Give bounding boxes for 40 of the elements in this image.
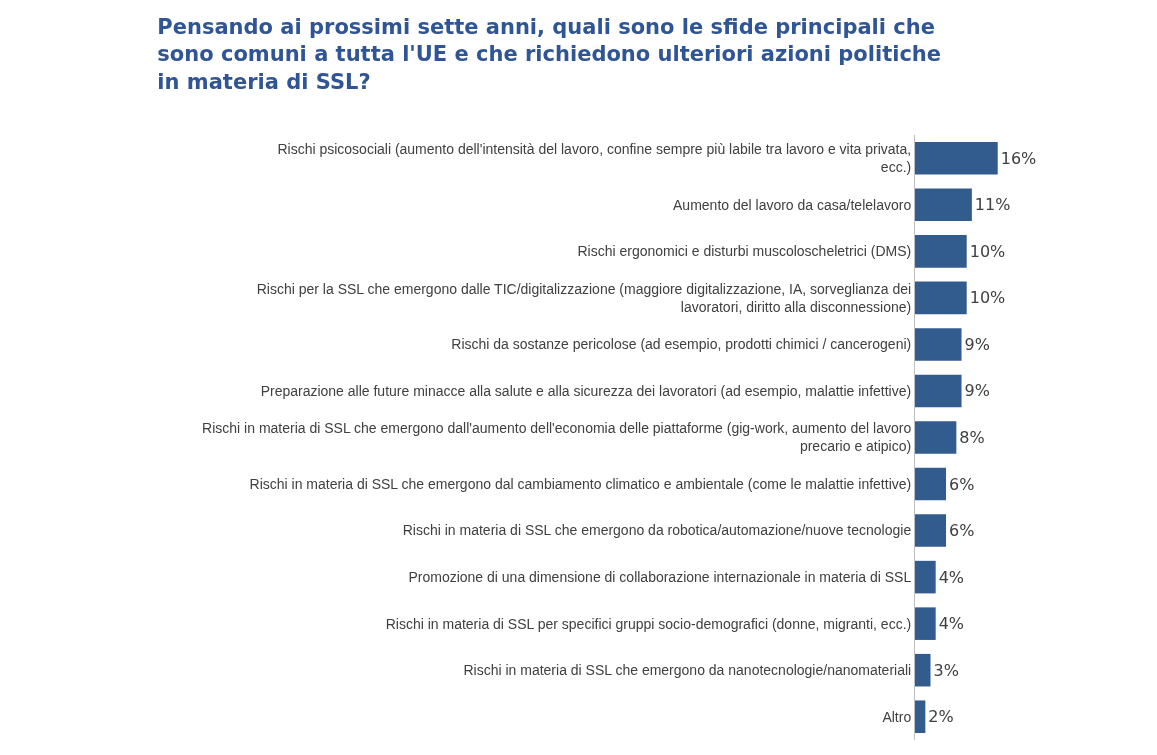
- y-tick-label: Promozione di una dimensione di collaborazione internazionale in materia di SSL: [408, 569, 912, 586]
- y-tick-label: Rischi da sostanze pericolose (ad esempio, prodotti chimici / cancerogeni): [451, 336, 912, 353]
- bar: [915, 700, 926, 734]
- y-tick-label: Rischi in materia di SSL che emergono dall'aumento dell'economia delle piattaforme (gig-work, aumento del lavoro precario e atipico): [202, 420, 912, 455]
- y-tick-label: Rischi in materia di SSL per specifici gruppi socio-demografici (donne, migranti, ecc.): [385, 615, 912, 632]
- data-label: 6%: [949, 474, 975, 494]
- bar: [915, 514, 947, 547]
- data-label: 10%: [969, 288, 1006, 308]
- y-tick-label: Preparazione alle future minacce alla salute e alla sicurezza dei lavoratori (ad esempio, malattie infettive): [260, 382, 912, 399]
- bar: [915, 188, 972, 222]
- y-tick-label: Rischi per la SSL che emergono dalle TIC/digitalizzazione (maggiore digitalizzazione, IA, sorveglianza dei lavoratori, diritto alla disconnessione): [256, 280, 912, 315]
- data-label: 3%: [933, 660, 959, 680]
- bar: [915, 467, 947, 501]
- data-label: 4%: [938, 614, 965, 634]
- y-tick-label: Rischi in materia di SSL che emergono dal cambiamento climatico e ambientale (come le malattie infettive): [249, 475, 912, 492]
- y-tick-label: Rischi ergonomici e disturbi muscoloscheletrici (DMS): [577, 243, 912, 260]
- bar: [915, 328, 962, 361]
- data-label: 11%: [974, 195, 1011, 215]
- bar: [915, 421, 957, 454]
- data-label: 2%: [928, 707, 954, 727]
- y-tick-label: Rischi psicosociali (aumento dell'intensità del lavoro, confine sempre più labile tra lavoro e vita privata, ecc.): [277, 141, 912, 176]
- data-label: 8%: [959, 428, 985, 447]
- bar: [915, 607, 936, 640]
- bar: [915, 235, 967, 268]
- data-label: 6%: [949, 521, 975, 541]
- y-tick-label: Aumento del lavoro da casa/telelavoro: [673, 196, 912, 213]
- y-tick-label: Altro: [882, 708, 912, 725]
- bar: [915, 374, 962, 408]
- y-tick-label: Rischi in materia di SSL che emergono da robotica/automazione/nuove tecnologie: [402, 522, 912, 539]
- y-tick-label: Rischi in materia di SSL che emergono da nanotecnologie/nanomateriali: [463, 662, 912, 679]
- bar: [915, 141, 998, 175]
- data-label: 9%: [964, 381, 990, 401]
- data-label: 9%: [964, 334, 990, 354]
- data-label: 4%: [938, 567, 965, 587]
- bar: [915, 653, 931, 687]
- text: Pensando ai prossimi sette anni, quali sono le sfide principali che sono comuni a tutta l'UE e che richiedono ulteriori azioni politiche in materia di SSL?: [157, 14, 942, 94]
- data-label: 16%: [1000, 148, 1037, 168]
- data-label: 10%: [969, 241, 1006, 261]
- bar: [915, 281, 967, 315]
- bar: [915, 560, 936, 594]
